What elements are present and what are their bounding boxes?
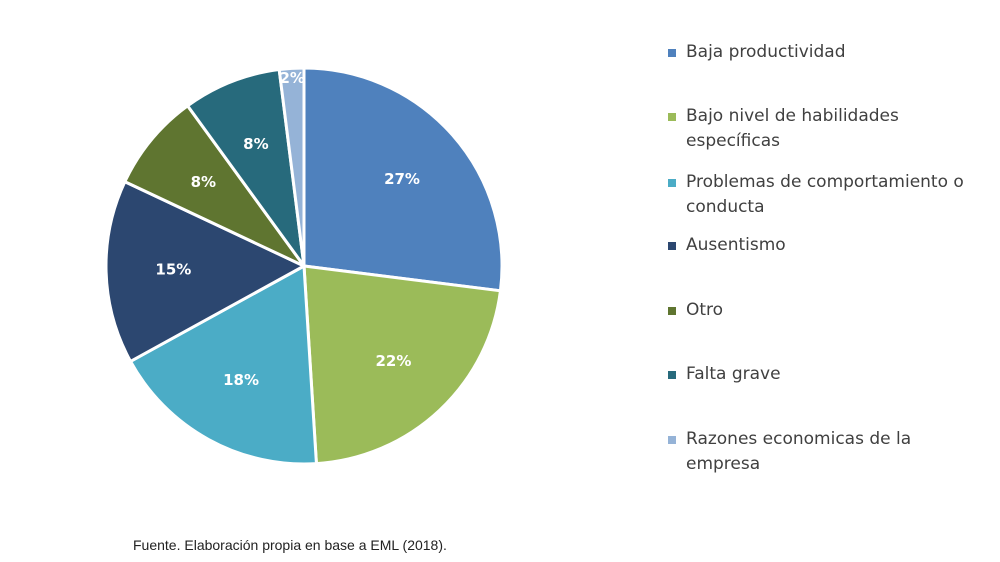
legend-item-2: Problemas de comportamiento o conducta: [668, 170, 986, 220]
pie-slice-3: [104, 179, 308, 364]
legend-item-5: Falta grave: [668, 362, 986, 387]
legend-swatch: [668, 179, 676, 187]
pie-slice-1: [302, 264, 503, 466]
legend-label: Otro: [686, 300, 724, 320]
data-label-2: 18%: [223, 371, 259, 389]
legend-swatch: [668, 49, 676, 57]
legend-item-4: Otro: [668, 298, 986, 323]
data-label-3: 15%: [155, 261, 191, 279]
legend-swatch: [668, 436, 676, 444]
legend-label: Problemas de comportamiento o conducta: [686, 172, 964, 217]
data-label-4: 8%: [191, 173, 216, 191]
pie-slice-5: [185, 67, 306, 267]
pie-slice-0: [302, 66, 504, 293]
pie-slice-6: [277, 66, 306, 267]
legend-label: Razones economicas de la empresa: [686, 429, 912, 474]
source-note: Fuente. Elaboración propia en base a EML…: [133, 537, 447, 553]
legend-label: Falta grave: [686, 364, 781, 384]
data-label-1: 22%: [376, 352, 412, 370]
legend-swatch: [668, 242, 676, 250]
legend-item-6: Razones economicas de la empresa: [668, 427, 986, 477]
legend-item-1: Bajo nivel de habilidades específicas: [668, 104, 986, 154]
pie-slice-2: [128, 263, 319, 466]
legend-item-3: Ausentismo: [668, 233, 986, 258]
legend-swatch: [668, 113, 676, 121]
legend-label: Ausentismo: [686, 235, 786, 255]
data-label-0: 27%: [384, 170, 420, 188]
data-label-6: 2%: [279, 69, 304, 87]
data-label-5: 8%: [243, 135, 268, 153]
legend-swatch: [668, 307, 676, 315]
legend-label: Baja productividad: [686, 42, 846, 62]
legend-label: Bajo nivel de habilidades específicas: [686, 106, 899, 151]
legend-swatch: [668, 371, 676, 379]
pie-chart: 27% 22% 18% 15% 8% 8% 2%: [104, 66, 504, 466]
legend-item-0: Baja productividad: [668, 40, 986, 65]
pie-slice-4: [122, 103, 306, 268]
